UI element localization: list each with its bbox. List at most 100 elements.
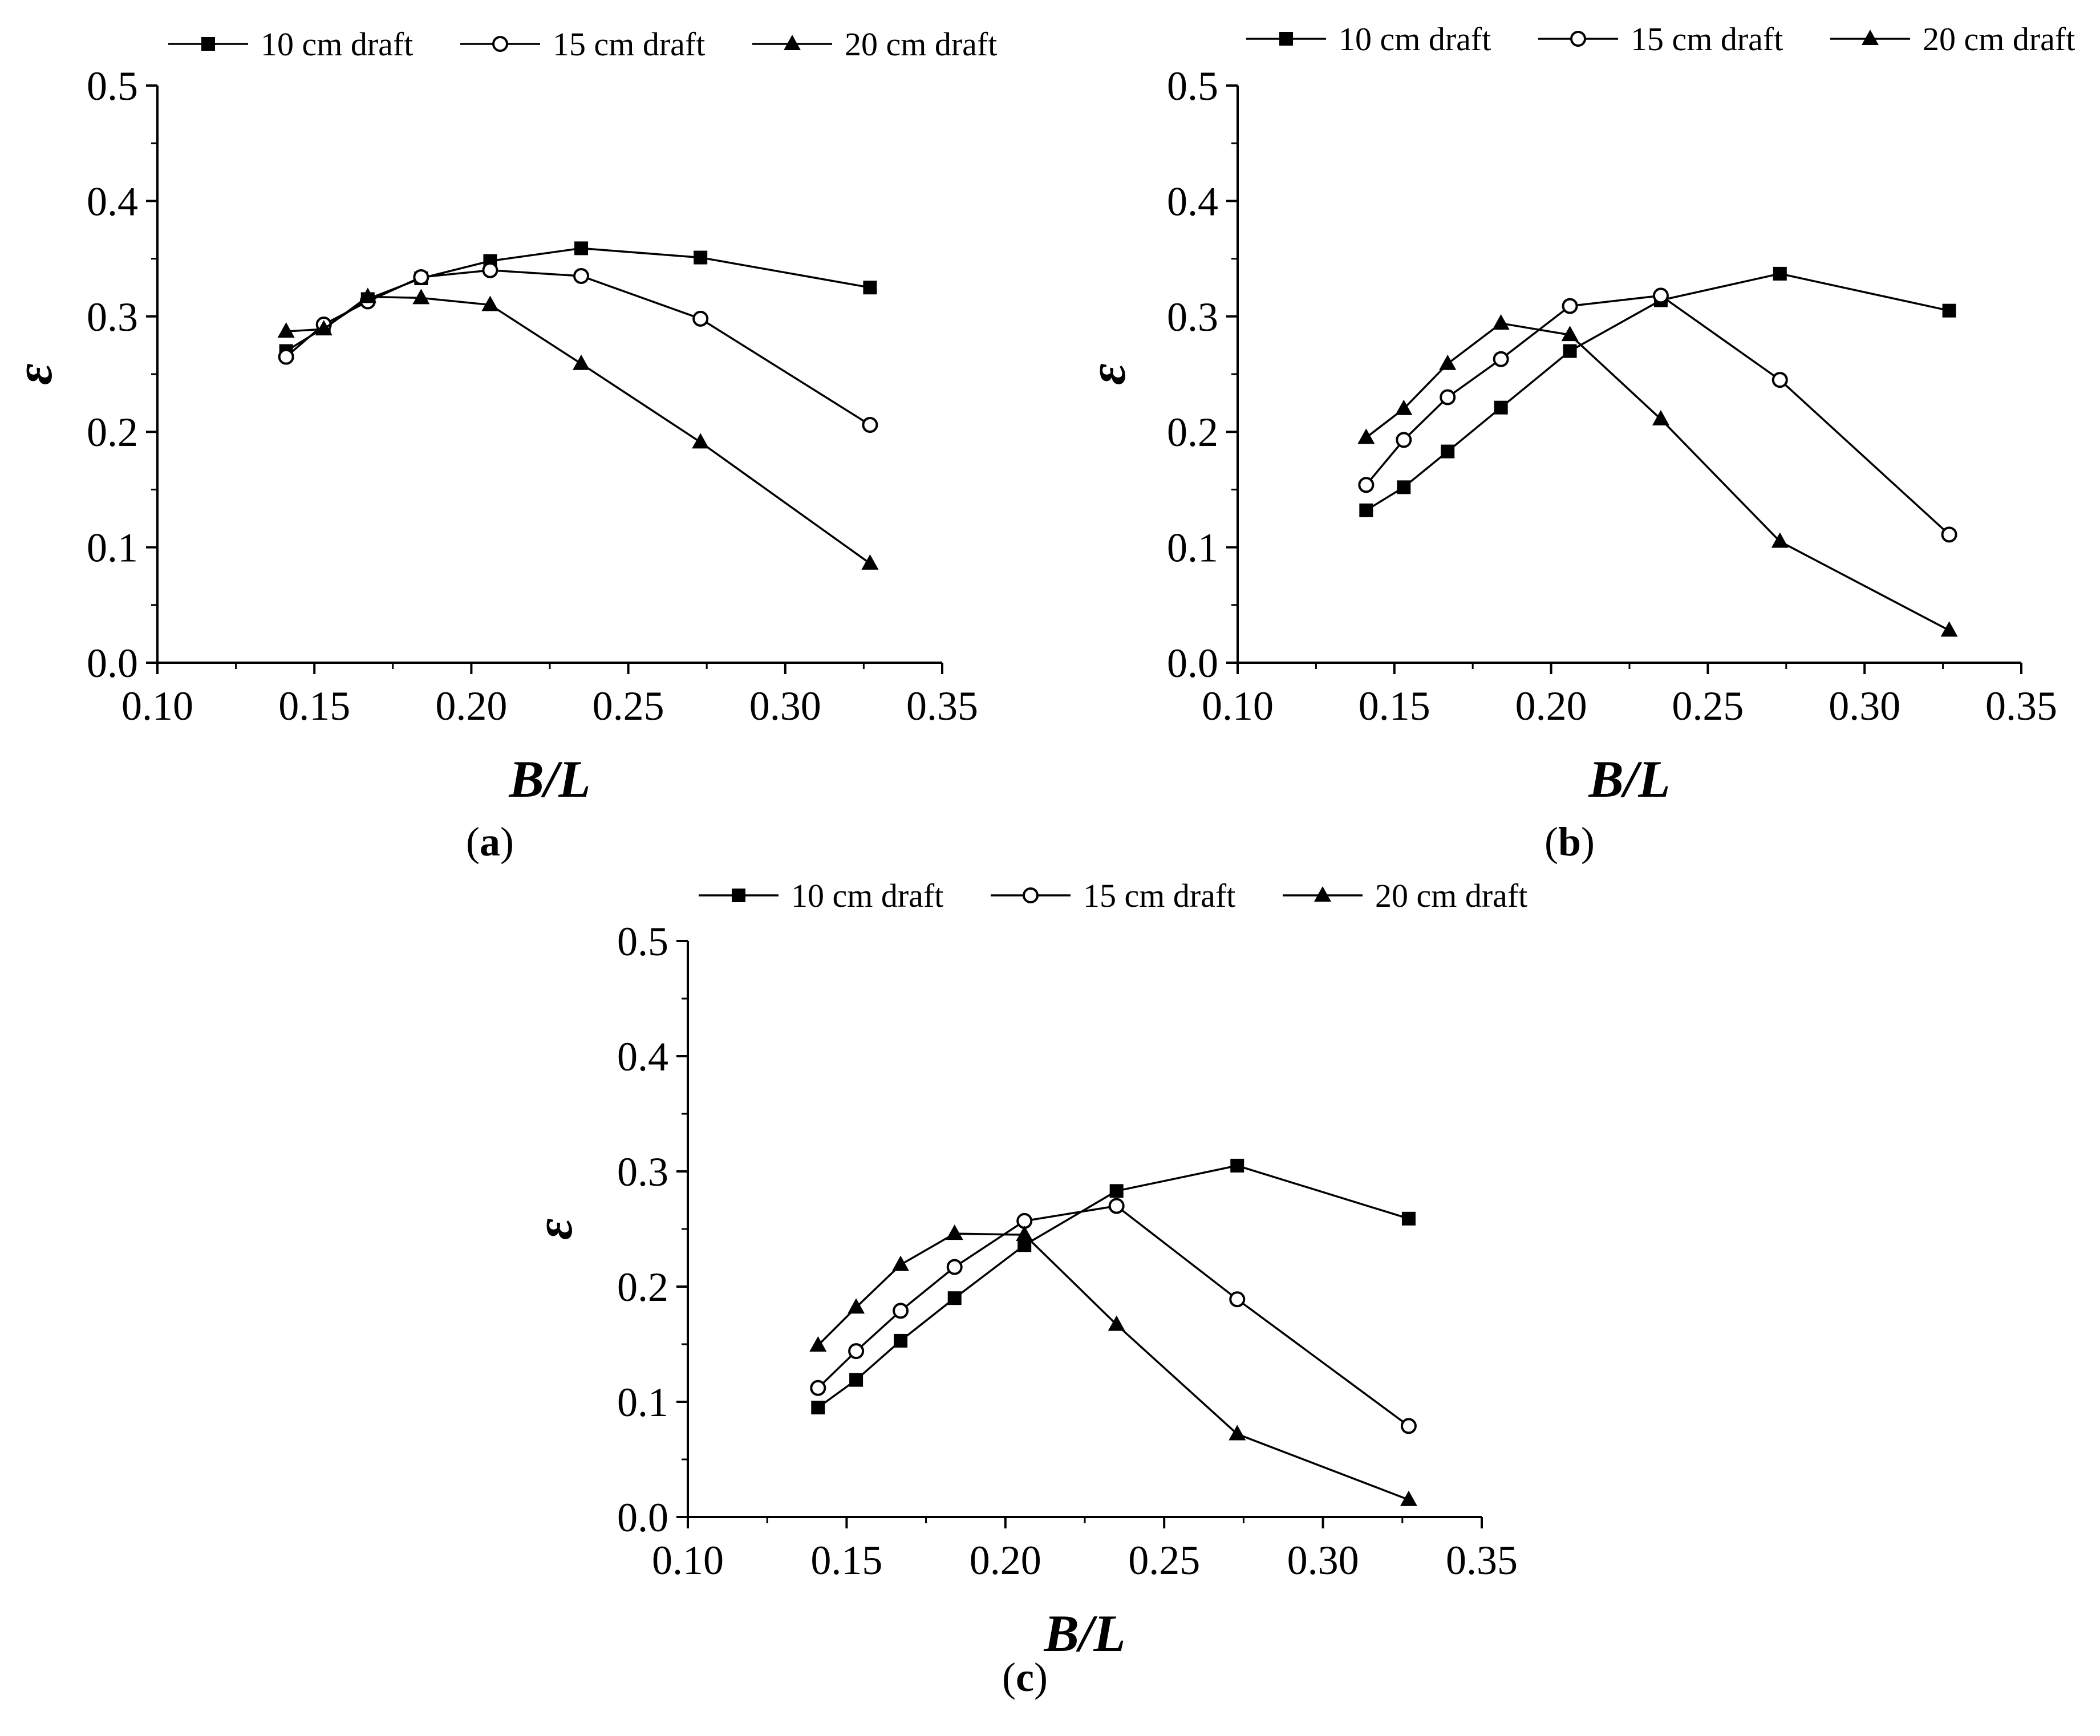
data-point [692, 310, 709, 327]
data-point [1109, 1184, 1124, 1198]
series-10-cm-draft [811, 1158, 1416, 1415]
panel-label-letter: b [1558, 819, 1581, 865]
data-point [1941, 526, 1957, 543]
legend-marker [492, 36, 508, 52]
panel-label-close: ) [1581, 819, 1595, 865]
data-point [1400, 1490, 1417, 1506]
x-tick-label: 0.30 [1829, 683, 1900, 729]
y-tick-label: 0.1 [1167, 525, 1218, 571]
series-line [285, 269, 871, 426]
data-point [1652, 287, 1669, 304]
x-tick-label: 0.25 [593, 683, 664, 729]
y-tick-label: 0.3 [617, 1149, 668, 1195]
x-axis-title: B/L [1588, 750, 1670, 808]
panel-label-open: ( [1002, 1654, 1016, 1700]
legend-label: 20 cm draft [1375, 877, 1527, 914]
data-point [1229, 1291, 1246, 1308]
y-tick-label: 0.5 [617, 919, 668, 964]
y-tick-label: 0.1 [617, 1380, 668, 1425]
x-tick-label: 0.20 [970, 1538, 1041, 1583]
y-tick-label: 0.5 [1167, 63, 1218, 109]
x-tick-label: 0.20 [435, 683, 507, 729]
x-tick-label: 0.10 [652, 1538, 724, 1583]
x-tick-label: 0.25 [1672, 683, 1744, 729]
data-point [1440, 389, 1456, 405]
legend-item: 15 cm draft [460, 26, 705, 63]
legend-marker [1023, 887, 1039, 903]
legend-marker [201, 37, 215, 51]
legend-label: 10 cm draft [261, 26, 413, 63]
data-point [946, 1259, 963, 1275]
data-point [1229, 1425, 1246, 1441]
series-20-cm-draft [277, 287, 879, 570]
x-axis-title: B/L [508, 750, 590, 808]
legend-marker [1279, 32, 1293, 46]
data-point [1400, 1418, 1417, 1434]
legend-item: 15 cm draft [1538, 21, 1783, 58]
data-point [1492, 314, 1510, 330]
data-point [1561, 326, 1579, 342]
legend-item: 20 cm draft [752, 26, 997, 63]
data-point [1359, 503, 1373, 517]
series-line [1365, 322, 1950, 631]
data-point [1357, 428, 1375, 444]
legend-label: 15 cm draft [553, 26, 705, 63]
legend-marker [1570, 31, 1586, 47]
y-tick-label: 0.3 [1167, 294, 1218, 340]
data-point [1397, 480, 1411, 494]
y-axis-title: ε [5, 363, 63, 385]
x-tick-label: 0.20 [1515, 683, 1587, 729]
panel-label-close: ) [1034, 1654, 1048, 1700]
x-tick-label: 0.30 [749, 683, 821, 729]
y-tick-label: 0.5 [87, 63, 138, 109]
series-20-cm-draft [809, 1224, 1417, 1506]
x-tick-label: 0.35 [1446, 1538, 1518, 1583]
series-15-cm-draft [278, 262, 878, 433]
data-point [482, 262, 498, 278]
chart-panel-b: 0.10 0.15 0.20 0.25 0.30 0.35 0.0 0.1 0.2 0.3 0.4 0… [1078, 21, 2075, 865]
data-point [1395, 399, 1413, 415]
data-point [1108, 1198, 1125, 1214]
data-point [1562, 298, 1578, 314]
y-tick-label: 0.0 [1167, 640, 1218, 686]
data-point [694, 250, 708, 265]
y-tick-label: 0.0 [87, 640, 138, 686]
data-point [849, 1373, 863, 1387]
data-point [863, 281, 877, 295]
x-tick-label: 0.10 [121, 683, 193, 729]
x-tick-label: 0.15 [1359, 683, 1430, 729]
data-point [692, 433, 710, 449]
x-tick-label: 0.15 [810, 1538, 882, 1583]
series-15-cm-draft [810, 1198, 1417, 1434]
series-line [817, 1232, 1409, 1501]
legend-item: 10 cm draft [1246, 21, 1491, 58]
data-point [1396, 432, 1412, 448]
series-15-cm-draft [1358, 287, 1957, 543]
data-point [1652, 409, 1669, 425]
data-point [1563, 344, 1577, 358]
y-tick-label: 0.2 [87, 409, 138, 455]
series-20-cm-draft [1357, 314, 1958, 637]
data-point [1494, 400, 1508, 415]
data-point [1493, 351, 1509, 367]
x-tick-label: 0.15 [278, 683, 350, 729]
data-point [861, 554, 879, 570]
y-tick-label: 0.4 [617, 1034, 668, 1080]
x-tick-label: 0.25 [1128, 1538, 1200, 1583]
panel-label-open: ( [466, 819, 480, 865]
legend-item: 15 cm draft [991, 877, 1235, 914]
legend: 10 cm draft 15 cm draft 20 cm draft [168, 26, 997, 63]
data-point [359, 287, 376, 303]
x-tick-label: 0.30 [1287, 1538, 1359, 1583]
data-point [412, 289, 430, 305]
legend-marker [732, 889, 745, 902]
series-line [1365, 273, 1949, 512]
data-point [848, 1343, 865, 1360]
data-point [862, 417, 878, 433]
legend-item: 20 cm draft [1830, 21, 2075, 58]
data-point [1358, 477, 1375, 493]
legend-label: 20 cm draft [1923, 21, 2075, 58]
data-point [1439, 354, 1457, 370]
data-point [481, 295, 499, 311]
